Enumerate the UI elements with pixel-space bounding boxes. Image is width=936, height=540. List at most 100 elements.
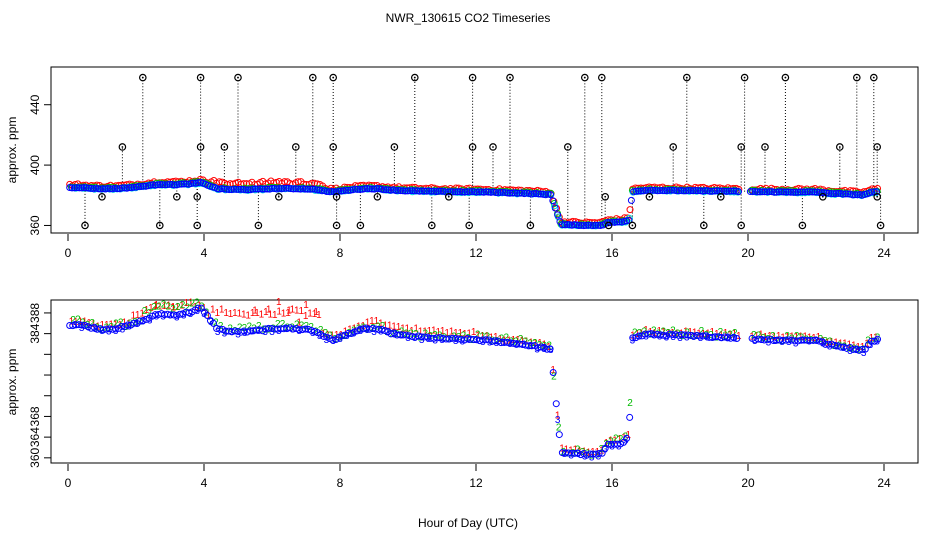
top-blue-point — [159, 181, 167, 189]
series-2-point: 2 — [860, 345, 866, 356]
x-tick-label: 20 — [741, 476, 755, 490]
bottom-panel-frame — [50, 299, 919, 464]
series-1-point: 1 — [313, 307, 319, 318]
outlier-point — [563, 143, 572, 151]
bottom-data-marks: 1111111111111111111111111111111111111111… — [66, 297, 882, 463]
top-blue-point — [825, 189, 833, 197]
series-2-point: 2 — [656, 328, 662, 339]
series-o-point — [828, 340, 836, 348]
top-blue-point — [254, 185, 262, 193]
series-1-point: 1 — [652, 328, 658, 339]
series-3-point: 3 — [235, 330, 241, 341]
series-1-point: 1 — [135, 310, 141, 321]
x-tick-label: 0 — [65, 246, 72, 260]
series-3-point: 3 — [847, 346, 853, 357]
series-1-point: 1 — [329, 330, 335, 341]
series-3-point: 3 — [800, 335, 806, 346]
series-2-point: 2 — [532, 338, 538, 349]
series-1-point: 1 — [316, 310, 322, 321]
top-blue-point — [808, 188, 816, 196]
series-2-point: 2 — [765, 334, 771, 345]
top-blue-point — [784, 188, 792, 196]
series-1-point: 1 — [515, 335, 521, 346]
series-1-point: 1 — [776, 331, 782, 342]
series-1-point: 1 — [409, 326, 415, 337]
series-1-point: 1 — [382, 321, 388, 332]
series-2-point: 2 — [651, 326, 657, 337]
top-blue-point — [682, 187, 690, 195]
top-blue-point — [318, 187, 326, 195]
top-blue-point — [156, 181, 164, 189]
series-3-point: 3 — [72, 320, 78, 331]
series-1-point: 1 — [228, 309, 234, 320]
outlier-point-center — [141, 76, 144, 79]
top-blue-point — [194, 179, 202, 187]
top-blue-point — [263, 185, 271, 193]
series-2-point: 2 — [784, 331, 790, 342]
top-blue-point — [189, 179, 197, 187]
series-o-point — [623, 434, 631, 442]
series-3-point: 3 — [528, 341, 534, 352]
series-1-point: 1 — [829, 337, 835, 348]
top-blue-point — [278, 185, 286, 193]
outlier-point — [580, 73, 589, 82]
outlier-point — [356, 221, 365, 230]
top-blue-point — [287, 185, 295, 193]
series-3-point: 3 — [752, 336, 758, 347]
series-o-point — [378, 326, 386, 334]
series-3-point: 3 — [337, 334, 343, 345]
outlier-point — [291, 143, 300, 151]
top-blue-point — [268, 184, 276, 192]
top-blue-point — [594, 221, 602, 229]
top-blue-point — [449, 188, 457, 196]
outlier-point-center — [447, 195, 450, 198]
top-blue-point — [125, 184, 133, 192]
series-2-point: 2 — [299, 320, 305, 331]
top-blue-point — [78, 184, 86, 192]
outlier-point-center — [471, 76, 474, 79]
series-1-point: 1 — [113, 319, 119, 330]
series-1-point: 1 — [466, 328, 472, 339]
series-2-point: 2 — [508, 336, 514, 347]
outlier-point-center — [196, 195, 199, 198]
series-2-point: 2 — [732, 328, 738, 339]
top-blue-point — [685, 186, 692, 194]
top-blue-point — [668, 186, 676, 194]
series-2-point: 2 — [556, 422, 562, 433]
top-blue-point — [761, 188, 769, 196]
outlier-point-center — [468, 224, 471, 227]
series-1-point: 1 — [369, 316, 375, 327]
outlier-point-center — [685, 76, 688, 79]
outlier-point-center — [801, 224, 804, 227]
top-blue-point — [230, 185, 238, 193]
top-blue-point — [665, 186, 673, 194]
series-2-point: 2 — [627, 398, 633, 409]
top-blue-point — [696, 187, 704, 195]
series-2-point: 2 — [689, 331, 695, 342]
top-blue-point — [411, 187, 419, 195]
series-1-point: 1 — [405, 324, 411, 335]
series-o-point — [112, 325, 120, 333]
series-2-point: 2 — [670, 325, 676, 336]
series-o-point — [338, 332, 346, 340]
series-2-point: 2 — [542, 341, 548, 352]
series-2-point: 2 — [465, 333, 471, 344]
top-blue-point — [625, 216, 633, 224]
outlier-point-center — [583, 76, 586, 79]
outlier-point — [876, 221, 885, 230]
top-blue-point — [149, 181, 157, 189]
series-2-point: 2 — [185, 303, 191, 314]
top-blue-point — [82, 184, 90, 192]
top-blue-point — [99, 185, 107, 193]
top-blue-point — [658, 186, 666, 194]
series-o-point — [176, 310, 184, 318]
top-blue-point — [585, 221, 593, 229]
top-y-ticks: 360 400 440 — [28, 94, 51, 235]
top-blue-point — [85, 184, 93, 192]
outlier-point — [669, 143, 678, 151]
series-1-point: 1 — [108, 319, 114, 330]
series-o-point — [552, 400, 560, 408]
top-blue-point — [239, 185, 247, 193]
outlier-point — [682, 73, 691, 82]
